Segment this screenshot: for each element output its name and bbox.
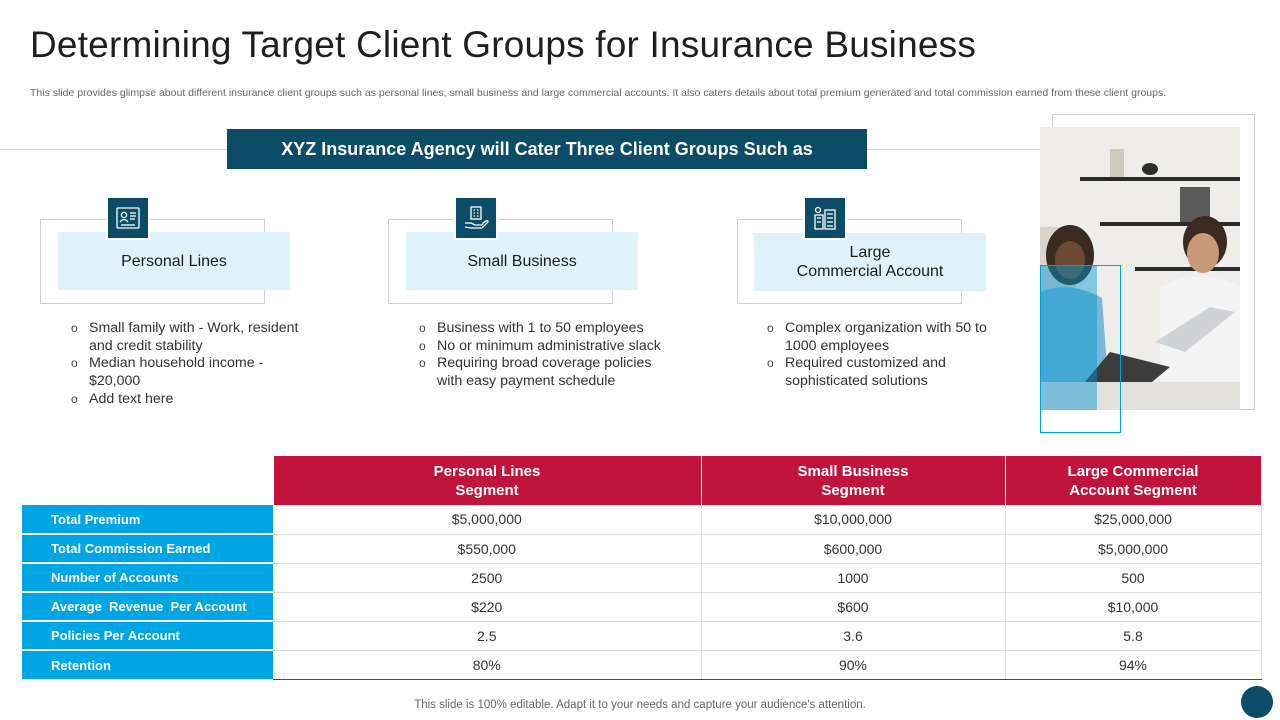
photo-accent-overlay — [1040, 265, 1097, 410]
table-cell: $10,000 — [1005, 592, 1262, 622]
list-item: Required customized and sophisticated so… — [766, 355, 1011, 390]
table-cell: 1000 — [701, 563, 1006, 593]
table-cell: 5.8 — [1005, 621, 1262, 651]
list-item: No or minimum administrative slack — [418, 338, 663, 356]
row-label: Policies Per Account — [22, 621, 273, 651]
list-item: Complex organization with 50 to 1000 emp… — [766, 320, 1011, 355]
header-personal-lines: Personal Lines Segment — [273, 456, 702, 505]
table-header-row: Personal Lines Segment Small Business Segm… — [22, 456, 1262, 505]
small-business-label: Small Business — [467, 252, 577, 270]
table-cell: 80% — [273, 650, 702, 680]
list-item: Business with 1 to 50 employees — [418, 320, 663, 338]
table-row: Retention 80% 90% 94% — [22, 650, 1262, 680]
list-item: Median household income - $20,000 — [70, 355, 315, 390]
table-row: Total Premium $5,000,000 $10,000,000 $25… — [22, 505, 1262, 535]
table-cell: $600,000 — [701, 534, 1006, 564]
personal-lines-label: Personal Lines — [121, 252, 227, 270]
banner: XYZ Insurance Agency will Cater Three Cl… — [227, 129, 867, 169]
table-cell: $5,000,000 — [273, 505, 702, 535]
header-large-commercial: Large Commercial Account Segment — [1005, 456, 1262, 505]
team-meeting-photo — [1040, 127, 1240, 410]
table-cell: 500 — [1005, 563, 1262, 593]
table-row: Number of Accounts 2500 1000 500 — [22, 563, 1262, 593]
header-line: Personal Lines — [433, 462, 541, 480]
header-line: Account Segment — [1069, 481, 1197, 499]
row-label: Average Revenue Per Account — [22, 592, 273, 622]
corner-circle-decoration — [1241, 686, 1273, 718]
table-cell: 2500 — [273, 563, 702, 593]
business-in-hand-icon — [454, 196, 498, 240]
list-item: Small family with - Work, resident and c… — [70, 320, 315, 355]
large-commercial-label-line2: Commercial Account — [796, 263, 944, 280]
commercial-buildings-icon — [803, 196, 847, 240]
photo-accent-outline — [1040, 265, 1121, 433]
header-line: Segment — [821, 481, 885, 499]
table-cell: $5,000,000 — [1005, 534, 1262, 564]
slide-description: This slide provides glimpse about differ… — [30, 87, 1167, 99]
table-row: Total Commission Earned $550,000 $600,00… — [22, 534, 1262, 564]
personal-lines-bullets: Small family with - Work, resident and c… — [70, 320, 315, 409]
header-small-business: Small Business Segment — [701, 456, 1006, 505]
personal-lines-card: Personal Lines — [58, 232, 290, 290]
table-cell: 3.6 — [701, 621, 1006, 651]
footer-note: This slide is 100% editable. Adapt it to… — [414, 699, 866, 711]
table-cell: 2.5 — [273, 621, 702, 651]
header-line: Segment — [455, 481, 519, 499]
row-label: Retention — [22, 650, 273, 679]
banner-text: XYZ Insurance Agency will Cater Three Cl… — [281, 138, 813, 159]
table-cell: $25,000,000 — [1005, 505, 1262, 535]
table-row: Average Revenue Per Account $220 $600 $1… — [22, 592, 1262, 622]
table-cell: 94% — [1005, 650, 1262, 680]
large-commercial-label: Large Commercial Account — [797, 243, 944, 281]
large-commercial-bullets: Complex organization with 50 to 1000 emp… — [766, 320, 1011, 391]
list-item: Requiring broad coverage policies with e… — [418, 355, 663, 390]
table-cell: $600 — [701, 592, 1006, 622]
row-label: Total Premium — [22, 505, 273, 535]
large-commercial-card: Large Commercial Account — [754, 233, 986, 291]
small-business-card: Small Business — [406, 232, 638, 290]
list-item: Add text here — [70, 391, 315, 409]
table-corner-cell — [22, 456, 274, 505]
table-row: Policies Per Account 2.5 3.6 5.8 — [22, 621, 1262, 651]
slide-title: Determining Target Client Groups for Ins… — [30, 24, 977, 65]
header-line: Large Commercial — [1067, 462, 1199, 480]
table-cell: $220 — [273, 592, 702, 622]
table-cell: $550,000 — [273, 534, 702, 564]
small-business-bullets: Business with 1 to 50 employees No or mi… — [418, 320, 663, 391]
row-label: Number of Accounts — [22, 563, 273, 593]
table-cell: 90% — [701, 650, 1006, 680]
segment-table: Personal Lines Segment Small Business Segm… — [22, 456, 1262, 680]
table-cell: $10,000,000 — [701, 505, 1006, 535]
client-profile-icon — [106, 196, 150, 240]
header-line: Small Business — [797, 462, 909, 480]
row-label: Total Commission Earned — [22, 534, 273, 564]
large-commercial-label-line1: Large — [849, 244, 891, 261]
